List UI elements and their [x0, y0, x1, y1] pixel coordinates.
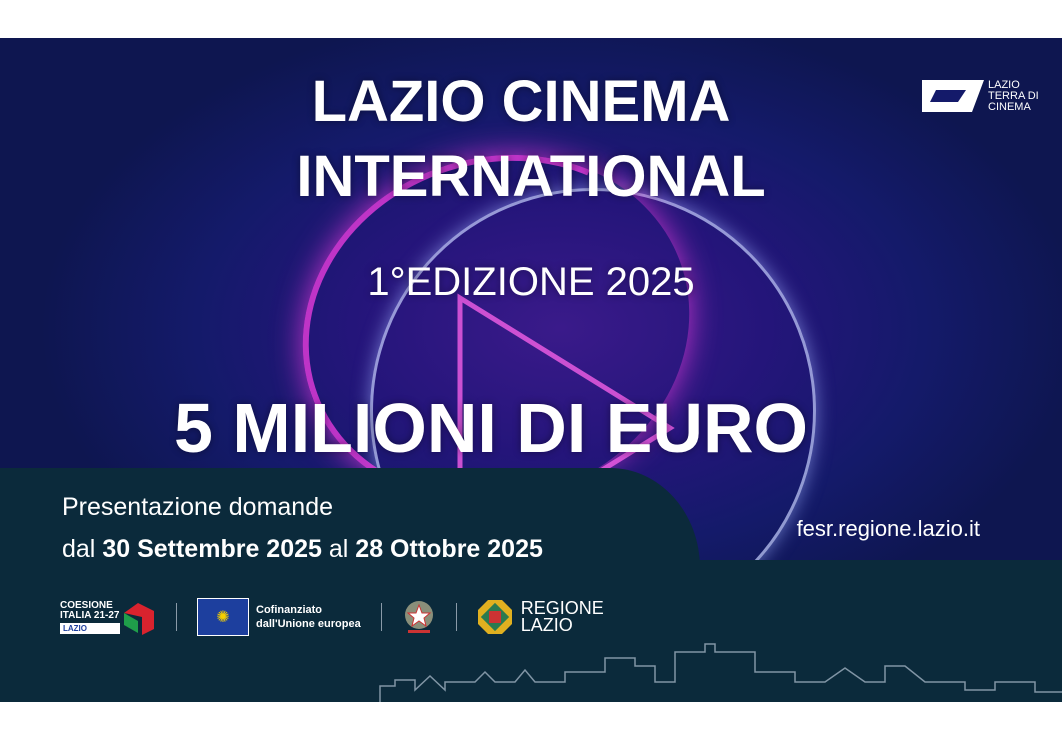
promo-banner: LAZIO CINEMA INTERNATIONAL 1°EDIZIONE 20… [0, 38, 1062, 702]
coesione-arrow-icon [124, 603, 154, 635]
from-date: 30 Settembre 2025 [102, 535, 322, 563]
coesione-line-2: ITALIA 21-27 [60, 609, 120, 621]
dates-panel [0, 468, 700, 568]
from-prefix: dal [62, 535, 96, 563]
regione-line-1: REGIONE [520, 598, 604, 618]
italian-republic-emblem-icon [404, 601, 433, 633]
presentation-dates: dal 30 Settembre 2025 al 28 Ottobre 2025 [62, 535, 543, 564]
title-line-1: LAZIO CINEMA [311, 69, 731, 134]
logo-line-3: CINEMA [988, 100, 1031, 113]
sponsor-logos: COESIONE ITALIA 21-27 LAZIO ✺ Cofinanzia… [60, 598, 604, 636]
eu-logo: ✺ Cofinanziato dall'Unione europea [197, 598, 361, 636]
logo-line-2: TERRA DI [988, 89, 1039, 102]
to-date: 28 Ottobre 2025 [355, 535, 543, 563]
website-link[interactable]: fesr.regione.lazio.it [796, 516, 980, 541]
divider [455, 603, 457, 631]
coesione-tag: LAZIO [60, 622, 120, 634]
film-logo-icon [922, 80, 984, 112]
eu-line-1: Cofinanziato [256, 604, 322, 616]
divider [176, 603, 177, 631]
lazio-terra-di-cinema-logo: LAZIO TERRA DI CINEMA [922, 78, 1039, 114]
logo-line-1: LAZIO [988, 78, 1020, 91]
coesione-line-1: COESIONE [60, 599, 113, 611]
rome-skyline [379, 643, 1062, 702]
title-line-2: INTERNATIONAL [296, 144, 766, 209]
eu-flag-icon: ✺ [197, 598, 249, 636]
edition: 1°EDIZIONE 2025 [367, 260, 695, 304]
coesione-italia-logo: COESIONE ITALIA 21-27 LAZIO [60, 599, 156, 635]
divider [380, 603, 382, 631]
regione-line-2: LAZIO [520, 615, 573, 635]
regione-lazio-crest-icon [477, 600, 512, 634]
regione-lazio-logo: REGIONE LAZIO [477, 599, 604, 635]
eu-line-2: dall'Unione europea [256, 618, 361, 630]
to-prefix: al [328, 535, 349, 563]
presentation-heading: Presentazione domande [62, 493, 334, 521]
amount: 5 MILIONI DI EURO [174, 389, 808, 467]
